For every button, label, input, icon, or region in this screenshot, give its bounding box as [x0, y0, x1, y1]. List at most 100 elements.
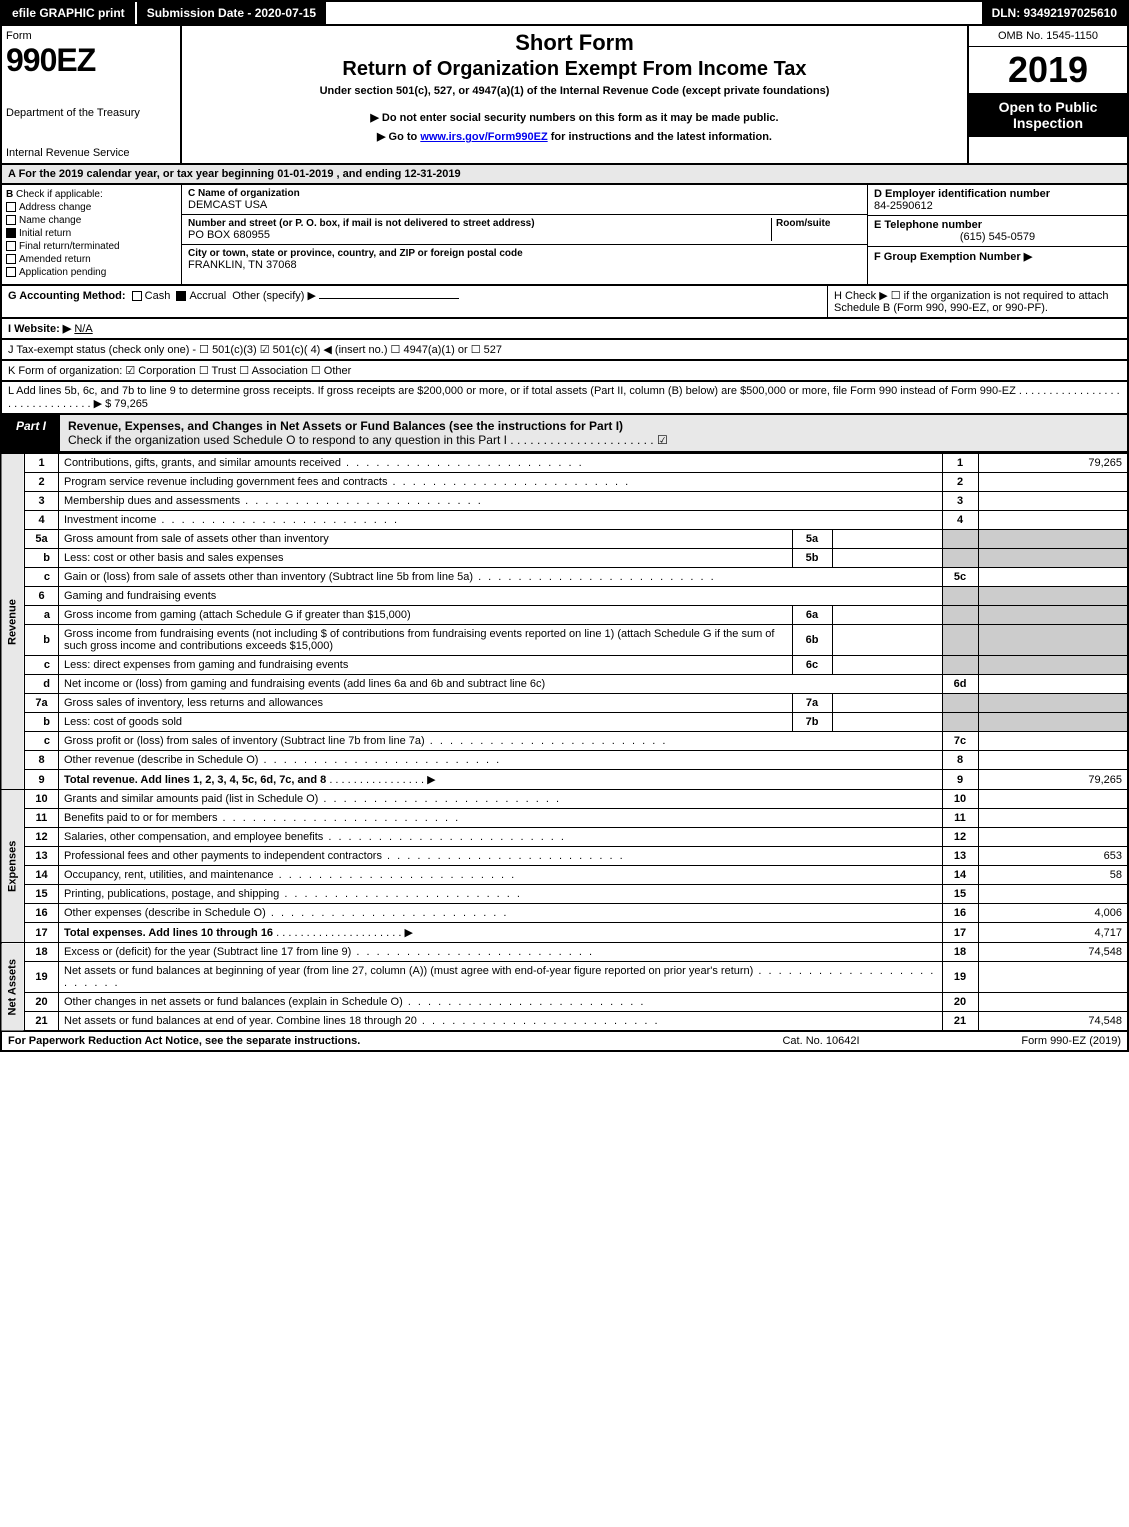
website-value: N/A [74, 323, 92, 335]
irs-link[interactable]: www.irs.gov/Form990EZ [420, 131, 547, 143]
org-addr-cell: Number and street (or P. O. box, if mail… [182, 215, 867, 245]
l19-no: 19 [942, 962, 978, 993]
chk-final-return[interactable]: Final return/terminated [6, 241, 177, 252]
efile-print-button[interactable]: efile GRAPHIC print [2, 2, 137, 24]
l11-no: 11 [942, 809, 978, 828]
l5a-amt [978, 530, 1128, 549]
g-accounting: G Accounting Method: Cash Accrual Other … [2, 286, 827, 317]
chk-accrual[interactable] [176, 291, 186, 301]
h-schedule-b: H Check ▶ ☐ if the organization is not r… [827, 286, 1127, 317]
row-a-taxyear: A For the 2019 calendar year, or tax yea… [0, 165, 1129, 185]
line-7a: 7a Gross sales of inventory, less return… [1, 694, 1128, 713]
l7b-t: Less: cost of goods sold [64, 716, 182, 728]
form-word: Form [6, 30, 176, 42]
chk-name-change-label: Name change [19, 215, 81, 226]
line-14: 14 Occupancy, rent, utilities, and maint… [1, 866, 1128, 885]
l5b-midamt[interactable] [832, 549, 942, 568]
chk-address-change[interactable]: Address change [6, 202, 177, 213]
form-number: 990EZ [6, 42, 176, 79]
l8-amt [978, 751, 1128, 770]
l6c-amt [978, 656, 1128, 675]
l15-amt [978, 885, 1128, 904]
l5a-no [942, 530, 978, 549]
line-11: 11 Benefits paid to or for members 11 [1, 809, 1128, 828]
row-gh: G Accounting Method: Cash Accrual Other … [0, 286, 1129, 319]
l9-amt: 79,265 [978, 770, 1128, 790]
revenue-label: Revenue [1, 454, 25, 790]
line-15: 15 Printing, publications, postage, and … [1, 885, 1128, 904]
line-4: 4 Investment income 4 [1, 511, 1128, 530]
l4-amt [978, 511, 1128, 530]
row-l: L Add lines 5b, 6c, and 7b to line 9 to … [0, 382, 1129, 415]
i-label: I Website: ▶ [8, 323, 71, 335]
row-k: K Form of organization: ☑ Corporation ☐ … [0, 361, 1129, 382]
group-exempt-cell: F Group Exemption Number ▶ [868, 247, 1127, 266]
l5a-t: Gross amount from sale of assets other t… [64, 533, 329, 545]
l1-no: 1 [942, 454, 978, 473]
dept-irs: Internal Revenue Service [6, 147, 176, 159]
chk-amended-return[interactable]: Amended return [6, 254, 177, 265]
line-18: Net Assets 18 Excess or (deficit) for th… [1, 943, 1128, 962]
title-short: Short Form [190, 30, 959, 56]
l17-no: 17 [942, 923, 978, 943]
ein-value: 84-2590612 [874, 200, 1121, 212]
l14-t: Occupancy, rent, utilities, and maintena… [64, 869, 516, 881]
l-value: 79,265 [114, 398, 148, 410]
l13-amt: 653 [978, 847, 1128, 866]
l-text: L Add lines 5b, 6c, and 7b to line 9 to … [8, 385, 1120, 410]
dln: DLN: 93492197025610 [982, 2, 1127, 24]
l7c-no: 7c [942, 732, 978, 751]
col-b: B Check if applicable: Address change Na… [2, 185, 182, 284]
chk-application-pending-label: Application pending [19, 267, 106, 278]
l15-t: Printing, publications, postage, and shi… [64, 888, 522, 900]
l17-n: 17 [25, 923, 59, 943]
chk-application-pending[interactable]: Application pending [6, 267, 177, 278]
chk-name-change[interactable]: Name change [6, 215, 177, 226]
l19-n: 19 [25, 962, 59, 993]
part1-subtitle: Check if the organization used Schedule … [68, 433, 668, 447]
chk-address-change-label: Address change [19, 202, 91, 213]
line-10: Expenses 10 Grants and similar amounts p… [1, 790, 1128, 809]
other-specify-input[interactable] [319, 298, 459, 299]
l6c-mid: 6c [792, 656, 832, 675]
line-19: 19 Net assets or fund balances at beginn… [1, 962, 1128, 993]
chk-cash[interactable] [132, 291, 142, 301]
chk-initial-return[interactable]: Initial return [6, 228, 177, 239]
l1-n: 1 [25, 454, 59, 473]
l14-amt: 58 [978, 866, 1128, 885]
line-5b: b Less: cost or other basis and sales ex… [1, 549, 1128, 568]
l6c-midamt[interactable] [832, 656, 942, 675]
col-c: C Name of organization DEMCAST USA Numbe… [182, 185, 867, 284]
l3-t: Membership dues and assessments [64, 495, 483, 507]
l7b-amt [978, 713, 1128, 732]
header-left: Form 990EZ Department of the Treasury In… [2, 26, 182, 163]
chk-accrual-label: Accrual [189, 290, 226, 302]
line-7b: b Less: cost of goods sold 7b [1, 713, 1128, 732]
page-footer: For Paperwork Reduction Act Notice, see … [0, 1032, 1129, 1052]
l15-n: 15 [25, 885, 59, 904]
l7a-midamt[interactable] [832, 694, 942, 713]
l7a-n: 7a [25, 694, 59, 713]
line-17: 17 Total expenses. Add lines 10 through … [1, 923, 1128, 943]
l9-n: 9 [25, 770, 59, 790]
line-6d: d Net income or (loss) from gaming and f… [1, 675, 1128, 694]
l6b-midamt[interactable] [832, 625, 942, 656]
l11-t: Benefits paid to or for members [64, 812, 460, 824]
submission-date: Submission Date - 2020-07-15 [137, 2, 326, 24]
l7b-midamt[interactable] [832, 713, 942, 732]
b-label: B Check if applicable: [6, 189, 177, 200]
l6a-midamt[interactable] [832, 606, 942, 625]
org-name-cell: C Name of organization DEMCAST USA [182, 185, 867, 215]
l1-amt: 79,265 [978, 454, 1128, 473]
l5a-midamt[interactable] [832, 530, 942, 549]
l6b-no [942, 625, 978, 656]
l17-amt: 4,717 [978, 923, 1128, 943]
omb-number: OMB No. 1545-1150 [969, 26, 1127, 47]
l12-amt [978, 828, 1128, 847]
l12-no: 12 [942, 828, 978, 847]
l7a-t: Gross sales of inventory, less returns a… [64, 697, 323, 709]
l15-no: 15 [942, 885, 978, 904]
footer-cat: Cat. No. 10642I [721, 1035, 921, 1047]
netassets-label: Net Assets [1, 943, 25, 1032]
l5b-amt [978, 549, 1128, 568]
